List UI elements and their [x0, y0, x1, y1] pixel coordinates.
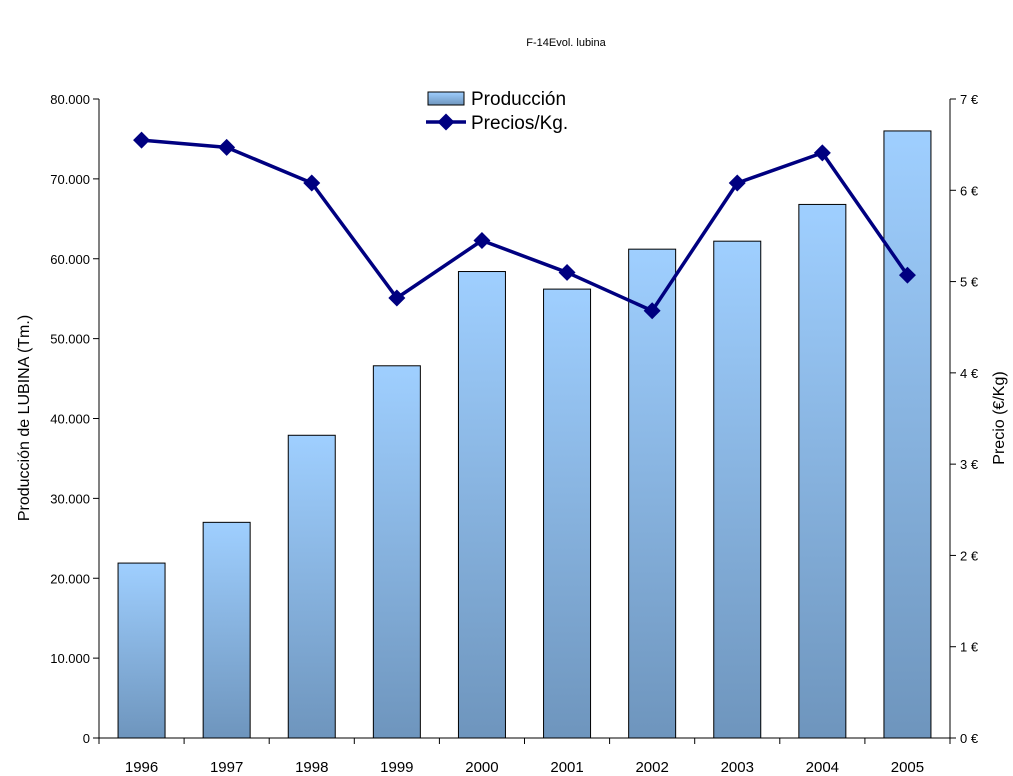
y2-tick-label: 0 € — [960, 731, 979, 746]
bar — [202, 521, 251, 739]
x-tick-label: 1996 — [125, 759, 158, 776]
y-tick-label: 60.000 — [50, 252, 90, 267]
legend: Producción Precios/Kg. — [426, 89, 568, 134]
chart-title: F-14Evol. lubina — [526, 37, 606, 49]
bar-series — [117, 130, 932, 739]
price-point — [898, 266, 916, 284]
line-series — [133, 131, 916, 320]
price-point — [473, 232, 491, 249]
y-axis-right: 0 € 1 € 2 € 3 € 4 € 5 € 6 € 7 € — [949, 92, 979, 746]
price-point — [643, 302, 661, 320]
x-axis: 1996 1997 1998 1999 2000 2001 2002 2003 2004 2005 — [98, 737, 951, 776]
price-point — [728, 174, 746, 192]
x-tick-label: 2004 — [806, 759, 839, 776]
legend-marker-precios — [437, 113, 455, 131]
y-tick-label: 10.000 — [50, 651, 90, 666]
y-tick-label: 0 — [83, 731, 90, 746]
price-point — [218, 138, 236, 156]
y2-tick-label: 4 € — [960, 366, 979, 381]
y2-tick-label: 1 € — [960, 640, 979, 655]
y-tick-label: 40.000 — [50, 412, 90, 427]
y-tick-label: 50.000 — [50, 332, 90, 347]
y-tick-label: 20.000 — [50, 571, 90, 586]
price-point — [388, 289, 406, 307]
price-point — [303, 174, 321, 192]
bar — [628, 248, 677, 739]
bar — [543, 288, 592, 739]
y2-tick-label: 3 € — [960, 457, 979, 472]
x-tick-label: 1999 — [380, 759, 413, 776]
y-tick-label: 80.000 — [50, 92, 90, 107]
y2-axis-label: Precio (€/Kg) — [991, 371, 1008, 464]
y-tick-label: 70.000 — [50, 172, 90, 187]
bar — [287, 434, 336, 739]
legend-label-produccion: Producción — [471, 89, 566, 110]
legend-swatch-produccion — [427, 91, 465, 106]
y-axis-left: 0 10.000 20.000 30.000 40.000 50.000 60.000 70.… — [50, 92, 100, 746]
x-tick-label: 1998 — [295, 759, 328, 776]
x-tick-label: 1997 — [210, 759, 243, 776]
price-point — [558, 263, 576, 281]
price-point — [133, 131, 151, 149]
y-axis-label: Producción de LUBINA (Tm.) — [16, 315, 33, 521]
x-tick-label: 2002 — [635, 759, 668, 776]
y2-tick-label: 2 € — [960, 548, 979, 563]
x-tick-label: 2005 — [891, 759, 924, 776]
x-tick-label: 2001 — [550, 759, 583, 776]
y2-tick-label: 6 € — [960, 183, 979, 198]
y2-tick-label: 5 € — [960, 275, 979, 290]
bar — [883, 130, 932, 739]
price-point — [813, 144, 831, 162]
bar — [117, 562, 166, 739]
x-tick-label: 2000 — [465, 759, 498, 776]
y-tick-label: 30.000 — [50, 491, 90, 506]
bar — [713, 240, 762, 739]
y2-tick-label: 7 € — [960, 92, 979, 107]
x-tick-label: 2003 — [721, 759, 754, 776]
bar — [798, 203, 847, 739]
price-line — [141, 138, 909, 313]
legend-label-precios: Precios/Kg. — [471, 113, 568, 134]
bar — [372, 365, 421, 739]
bar — [457, 271, 506, 739]
